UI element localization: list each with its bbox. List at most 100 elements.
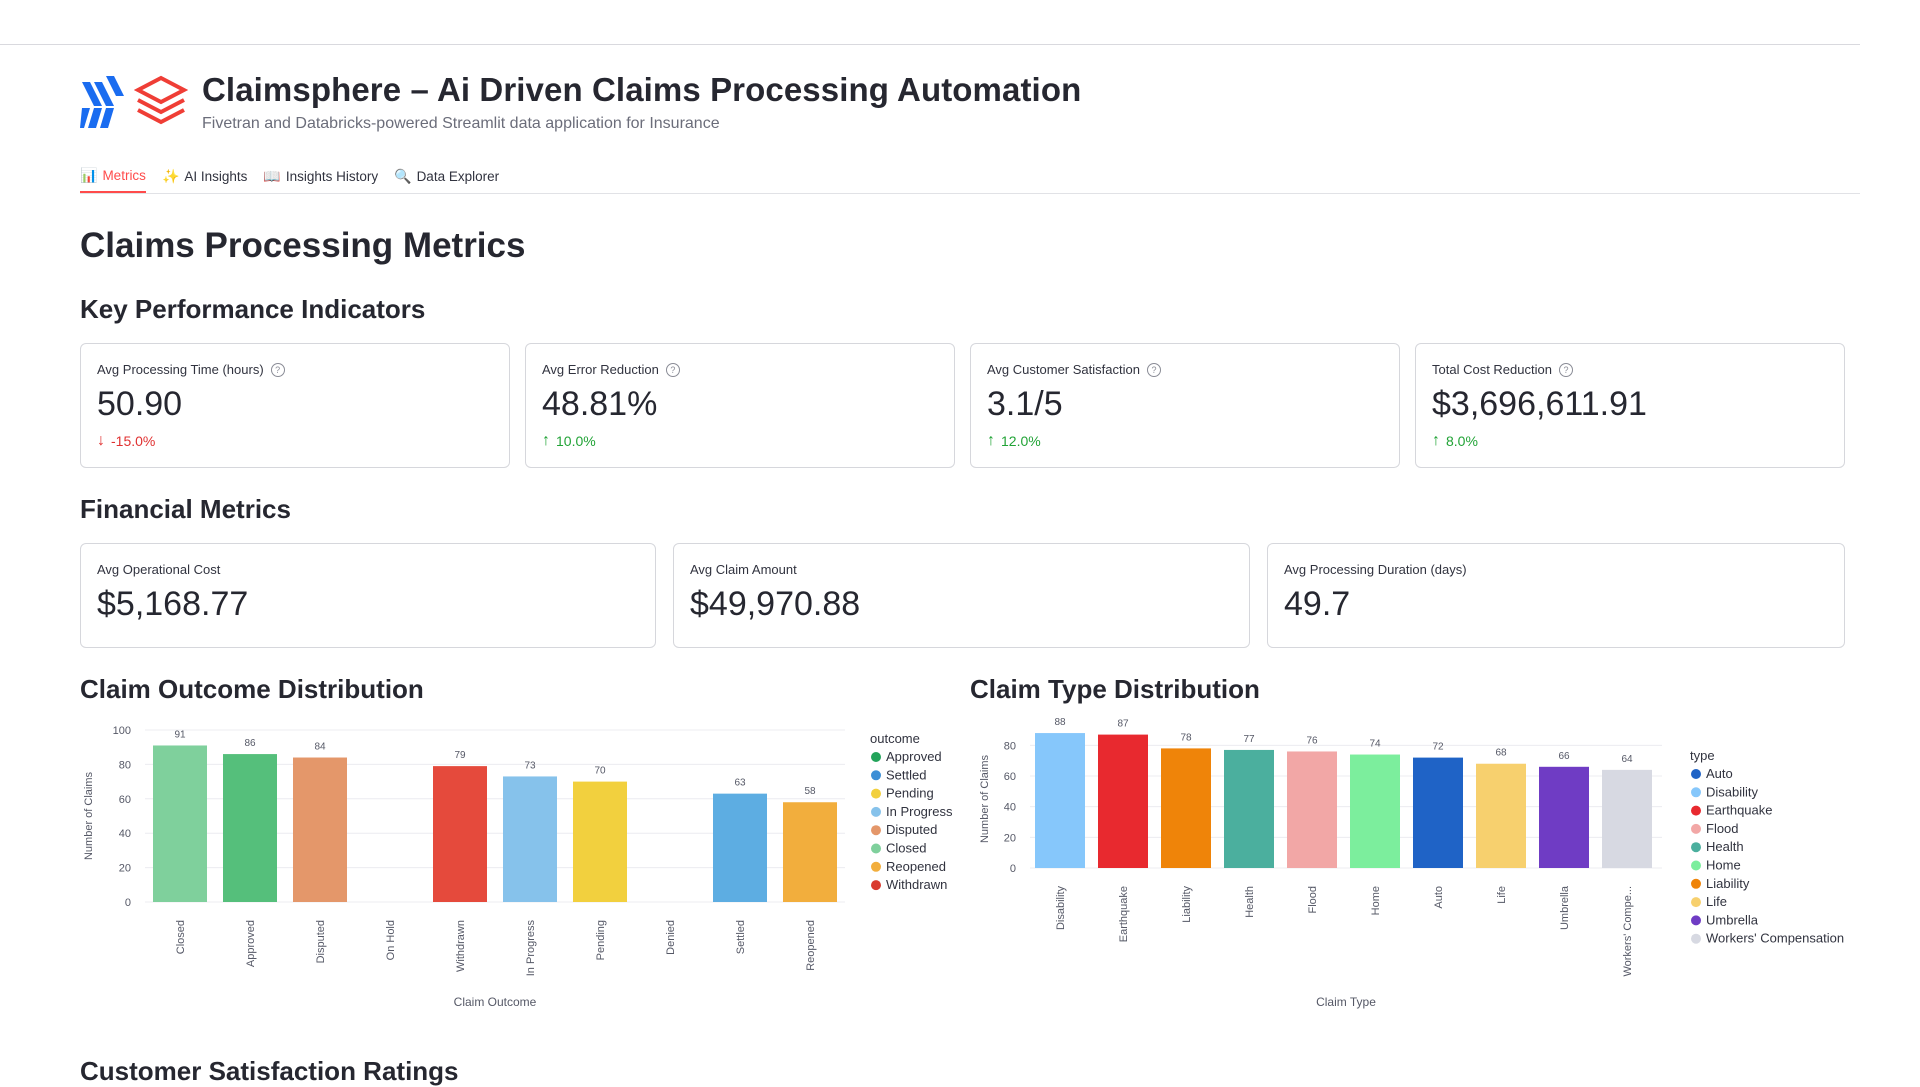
bar-in-progress: [503, 776, 557, 902]
legend-swatch: [1691, 878, 1701, 889]
kpi-card-error-reduction: Avg Error Reduction? 48.81% ↑ 10.0%: [525, 343, 955, 468]
metric-label: Total Cost Reduction: [1432, 362, 1552, 377]
help-icon[interactable]: ?: [1146, 362, 1161, 377]
sparkles-icon: ✨: [161, 167, 180, 184]
financial-card-processing-duration: Avg Processing Duration (days) 49.7: [1267, 543, 1845, 648]
x-tick-label: Disability: [1055, 886, 1067, 931]
app-subtitle: Fivetran and Databricks-powered Streamli…: [202, 115, 720, 132]
data-label: 88: [1054, 717, 1066, 728]
bar-health: [1224, 749, 1274, 868]
data-label: 58: [804, 786, 816, 797]
y-tick-label: 80: [119, 759, 131, 771]
top-divider: [0, 44, 1860, 45]
x-tick-label: Settled: [735, 920, 747, 954]
bar-approved: [223, 754, 277, 902]
page-title: Claims Processing Metrics: [80, 226, 526, 265]
legend-item: Umbrella: [1706, 912, 1759, 927]
metric-label: Avg Processing Duration (days): [1284, 562, 1467, 577]
y-tick-label: 80: [1004, 740, 1016, 752]
metric-delta: 12.0%: [1001, 433, 1041, 449]
legend-item: Closed: [886, 841, 926, 856]
legend-swatch: [1691, 860, 1701, 871]
metric-value: $49,970.88: [690, 585, 861, 623]
data-label: 77: [1243, 734, 1255, 745]
bar-flood: [1287, 751, 1337, 868]
outcome-chart-heading: Claim Outcome Distribution: [80, 674, 424, 704]
bar-reopened: [783, 802, 837, 902]
legend-item: Settled: [886, 767, 926, 782]
x-tick-label: Health: [1244, 886, 1256, 918]
legend-title: type: [1690, 748, 1715, 763]
metric-value: 49.7: [1284, 585, 1351, 623]
x-tick-label: Liability: [1181, 886, 1193, 923]
y-axis-label: Number of Claims: [979, 754, 991, 843]
help-icon[interactable]: ?: [270, 362, 285, 377]
x-tick-label: Reopened: [805, 920, 817, 971]
tab-label: Metrics: [102, 168, 146, 183]
kpi-card-cost-reduction: Total Cost Reduction? $3,696,611.91 ↑ 8.0…: [1415, 343, 1845, 468]
kpi-card-customer-satisfaction: Avg Customer Satisfaction? 3.1/5 ↑ 12.0%: [970, 343, 1400, 468]
legend-item: Pending: [886, 786, 934, 801]
y-tick-label: 40: [1004, 802, 1016, 814]
legend-swatch: [871, 752, 881, 762]
satisfaction-heading: Customer Satisfaction Ratings: [80, 1056, 459, 1086]
x-tick-label: Auto: [1433, 886, 1445, 909]
bar-pending: [573, 781, 627, 902]
legend-item: Withdrawn: [886, 877, 947, 892]
x-tick-label: Life: [1496, 886, 1508, 904]
help-icon[interactable]: ?: [1558, 362, 1573, 377]
legend-swatch: [1691, 897, 1701, 908]
app-title: Claimsphere – Ai Driven Claims Processin…: [202, 71, 1082, 108]
metric-label: Avg Operational Cost: [97, 562, 221, 577]
data-label: 72: [1432, 742, 1444, 753]
x-tick-label: Flood: [1307, 886, 1319, 914]
data-label: 73: [524, 760, 536, 771]
arrow-up-icon: ↑: [987, 432, 995, 449]
help-icon[interactable]: ?: [665, 362, 680, 377]
legend-item: Earthquake: [1706, 803, 1773, 818]
bar-home: [1350, 754, 1400, 868]
financial-card-operational-cost: Avg Operational Cost $5,168.77: [80, 543, 656, 648]
legend-swatch: [1691, 915, 1701, 926]
financial-card-claim-amount: Avg Claim Amount $49,970.88: [673, 543, 1250, 648]
legend-item: Auto: [1706, 766, 1733, 781]
legend-title: outcome: [870, 731, 920, 746]
data-label: 63: [734, 778, 746, 789]
data-label: 64: [1621, 754, 1633, 765]
metric-label: Avg Claim Amount: [690, 562, 797, 577]
legend-swatch: [871, 770, 881, 781]
tab-metrics[interactable]: 📊 Metrics: [80, 160, 146, 193]
x-axis-label: Claim Outcome: [454, 995, 537, 1009]
y-tick-label: 100: [113, 725, 131, 737]
y-tick-label: 60: [119, 794, 131, 806]
legend-swatch: [1691, 823, 1701, 834]
bar-chart-icon: 📊: [80, 167, 98, 183]
bar-disputed: [293, 757, 347, 902]
tab-data-explorer[interactable]: 🔍 Data Explorer: [394, 160, 499, 192]
tab-bar: 📊 Metrics ✨ AI Insights 📖 Insights Histo…: [80, 160, 1860, 194]
tab-ai-insights[interactable]: ✨ AI Insights: [162, 160, 247, 192]
legend-swatch: [871, 788, 881, 799]
legend-item: Liability: [1706, 876, 1750, 891]
x-tick-label: Denied: [665, 920, 677, 955]
legend-item: Health: [1706, 839, 1744, 854]
data-label: 74: [1369, 739, 1381, 750]
kpi-heading: Key Performance Indicators: [80, 294, 426, 324]
legend-item: Workers' Compensation: [1706, 931, 1844, 946]
legend-item: Life: [1706, 894, 1727, 909]
tab-insights-history[interactable]: 📖 Insights History: [263, 160, 378, 192]
bar-liability: [1161, 748, 1211, 868]
y-tick-label: 0: [1010, 863, 1016, 875]
legend-item: Disability: [1706, 784, 1759, 799]
bar-withdrawn: [433, 766, 487, 902]
x-tick-label: Workers' Compe...: [1622, 886, 1634, 977]
legend-item: In Progress: [886, 804, 953, 819]
data-label: 78: [1180, 732, 1192, 743]
metric-value: $3,696,611.91: [1432, 385, 1647, 423]
data-label: 86: [244, 738, 256, 749]
bar-settled: [713, 793, 767, 902]
metric-value: 48.81%: [542, 385, 658, 423]
bar-umbrella: [1539, 766, 1589, 868]
x-axis-label: Claim Type: [1316, 995, 1376, 1009]
